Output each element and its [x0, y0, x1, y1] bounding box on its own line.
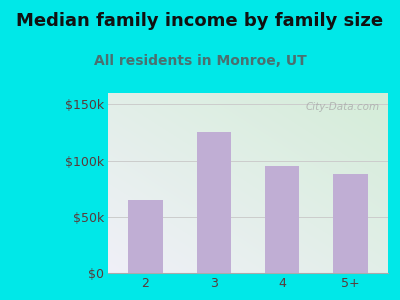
Bar [265, 166, 299, 273]
Bar [333, 174, 368, 273]
Text: All residents in Monroe, UT: All residents in Monroe, UT [94, 54, 306, 68]
Text: Median family income by family size: Median family income by family size [16, 12, 384, 30]
Bar [128, 200, 163, 273]
Text: City-Data.com: City-Data.com [306, 102, 380, 112]
Bar [197, 132, 231, 273]
